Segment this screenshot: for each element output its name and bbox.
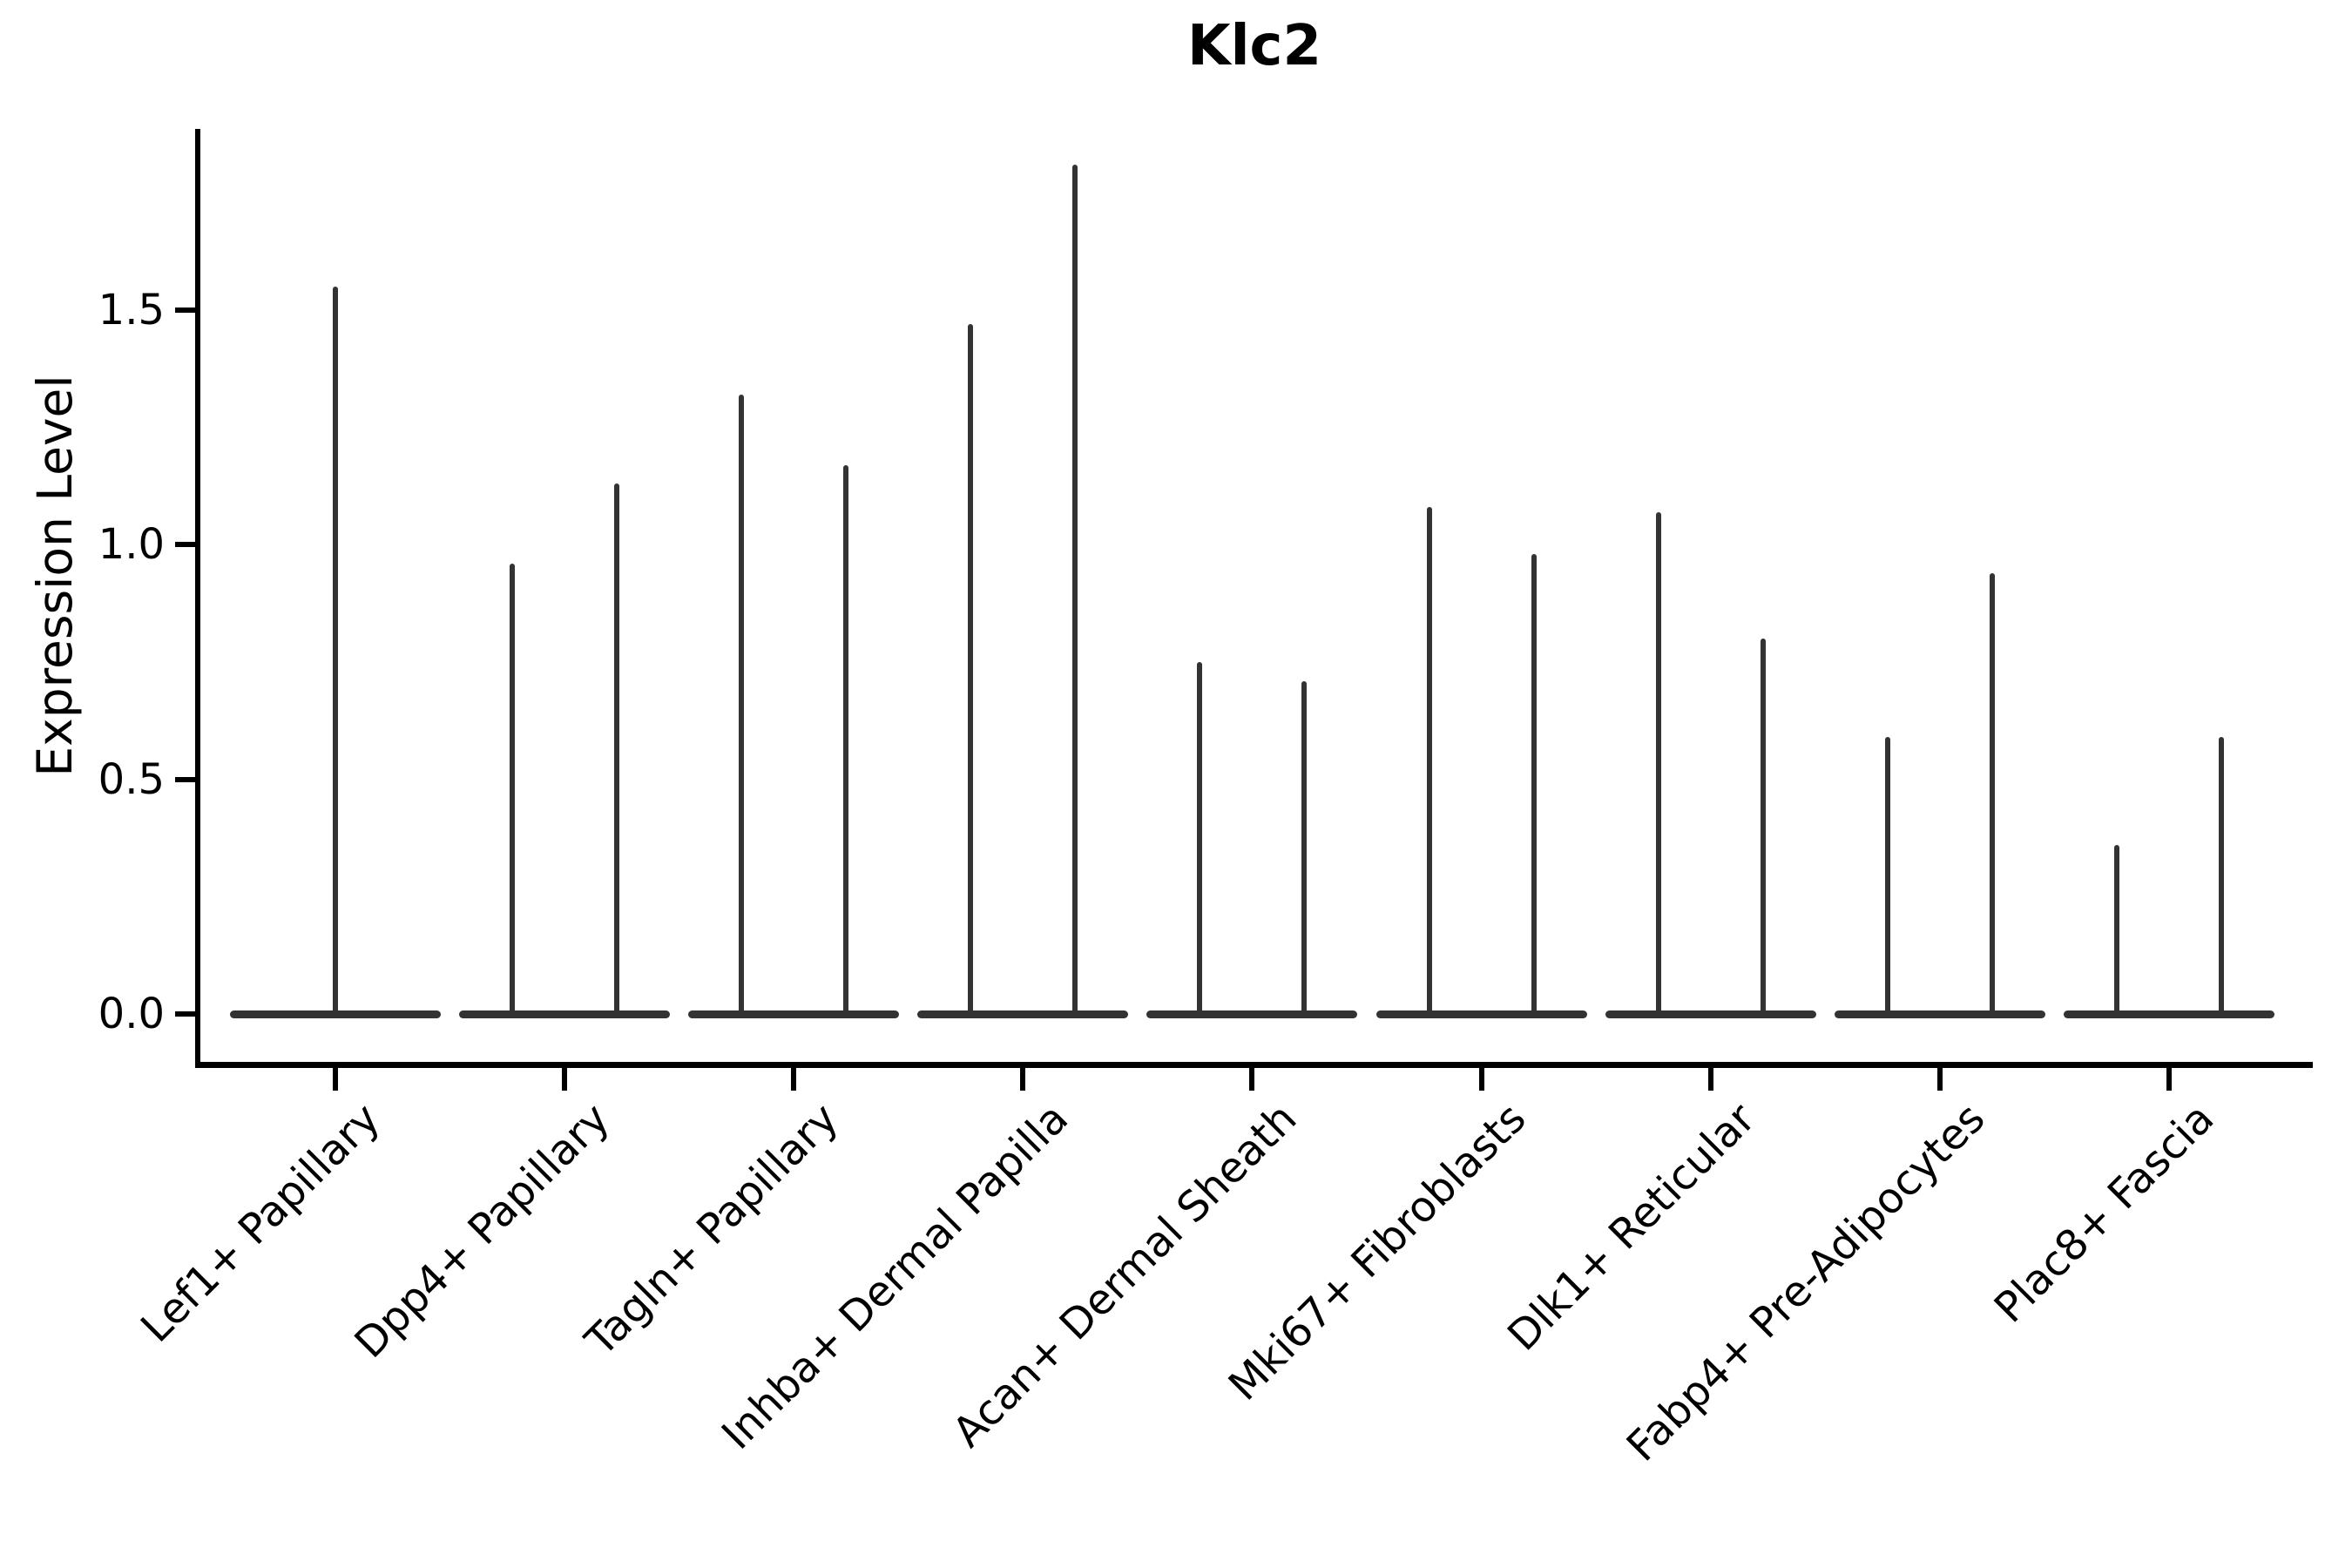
violin-spike [1531,554,1537,1017]
x-tick-label: Lef1+ Papillary [132,1093,390,1352]
x-tick-mark [562,1064,568,1091]
violin-spike [1072,164,1078,1017]
violin-spike [1989,572,1995,1017]
violin-spike [1760,639,1766,1017]
violin-base [2063,1010,2274,1018]
violin-spike [1884,737,1890,1017]
violin-spike [1655,511,1661,1017]
y-tick-label: 1.5 [98,285,165,335]
violin-spike [2218,737,2224,1017]
violin-spike [843,464,849,1017]
violin-spike [968,324,974,1017]
violin-base [688,1010,900,1018]
x-tick-label: Dlk1+ Reticular [1498,1093,1766,1361]
y-tick-label: 0.0 [98,990,165,1038]
x-tick-mark [1249,1064,1255,1091]
violin-base [917,1010,1129,1018]
x-tick-mark [333,1064,338,1091]
x-tick-mark [1707,1064,1713,1091]
violin-spike [510,563,516,1017]
x-tick-mark [2166,1064,2172,1091]
y-tick-label: 1.0 [98,520,165,570]
violin-spike [614,483,620,1017]
x-tick-mark [1020,1064,1026,1091]
violin-spike [739,394,745,1017]
x-tick-label: Dpp4+ Papillary [345,1093,619,1368]
x-tick-label: Tagln+ Papillary [577,1093,848,1366]
violin-spike [1197,661,1203,1017]
x-tick-mark [791,1064,797,1091]
violin-spike [2113,845,2119,1017]
violin-base [1834,1010,2045,1018]
violin-base [1605,1010,1816,1018]
violin-spike [1426,507,1432,1017]
x-tick-label: Plac8+ Fascia [1984,1093,2224,1333]
y-tick-label: 0.5 [98,754,165,804]
chart-title: Klc2 [1187,14,1321,78]
violin-spike [1301,680,1308,1017]
y-axis-spine [195,129,200,1068]
violin-base [1375,1010,1587,1018]
x-tick-mark [1936,1064,1943,1091]
y-tick-mark [175,542,198,548]
y-tick-mark [175,307,198,313]
violin-spike [333,287,338,1017]
y-tick-mark [175,776,198,782]
violin-base [459,1010,671,1018]
x-tick-mark [1478,1064,1484,1091]
y-tick-mark [175,1011,198,1017]
violin-base [1146,1010,1358,1018]
